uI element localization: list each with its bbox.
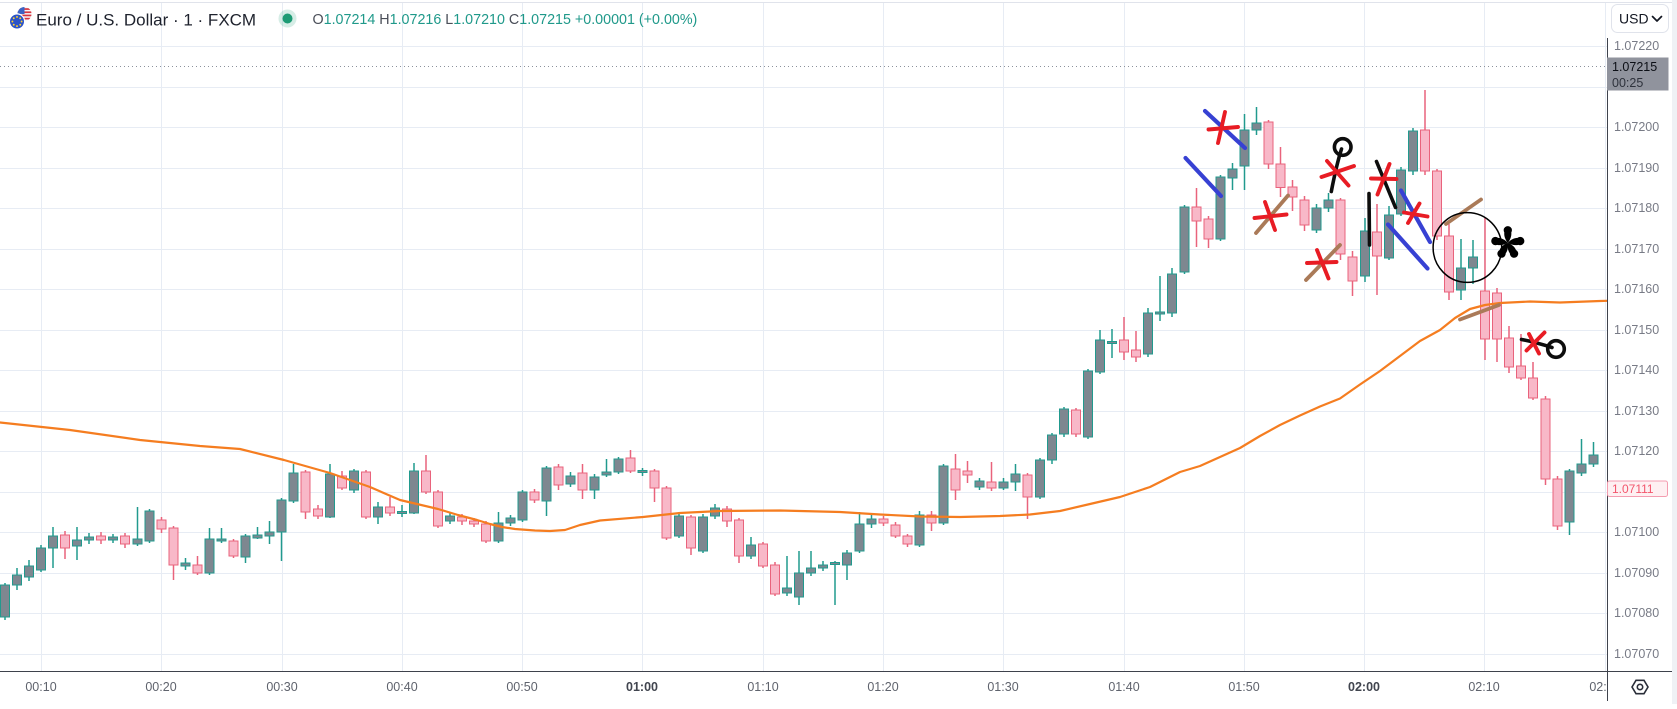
svg-text:00:30: 00:30	[266, 680, 297, 694]
svg-text:01:10: 01:10	[747, 680, 778, 694]
svg-text:01:50: 01:50	[1228, 680, 1259, 694]
svg-text:00:10: 00:10	[25, 680, 56, 694]
svg-text:1.07130: 1.07130	[1614, 404, 1659, 418]
svg-text:1.07150: 1.07150	[1614, 323, 1659, 337]
svg-text:02:20: 02:20	[1589, 680, 1620, 694]
svg-text:1.07190: 1.07190	[1614, 161, 1659, 175]
svg-text:01:30: 01:30	[987, 680, 1018, 694]
svg-text:00:20: 00:20	[145, 680, 176, 694]
svg-text:02:00: 02:00	[1348, 680, 1380, 694]
svg-text:1.07170: 1.07170	[1614, 242, 1659, 256]
svg-text:1.07220: 1.07220	[1614, 39, 1659, 53]
svg-text:1.07160: 1.07160	[1614, 282, 1659, 296]
svg-text:02:10: 02:10	[1468, 680, 1499, 694]
svg-text:1.07070: 1.07070	[1614, 647, 1659, 661]
svg-text:01:00: 01:00	[626, 680, 658, 694]
svg-text:01:40: 01:40	[1108, 680, 1139, 694]
svg-text:1.07120: 1.07120	[1614, 444, 1659, 458]
svg-text:01:20: 01:20	[867, 680, 898, 694]
svg-text:USD: USD	[1619, 11, 1649, 27]
svg-text:1.07080: 1.07080	[1614, 606, 1659, 620]
svg-text:00:40: 00:40	[386, 680, 417, 694]
svg-text:1.07200: 1.07200	[1614, 120, 1659, 134]
svg-text:1.07100: 1.07100	[1614, 525, 1659, 539]
svg-text:1.07215: 1.07215	[1612, 60, 1657, 74]
svg-text:Euro / U.S. Dollar · 1 · FXCM: Euro / U.S. Dollar · 1 · FXCM	[36, 11, 256, 30]
svg-text:1.07140: 1.07140	[1614, 363, 1659, 377]
svg-text:00:50: 00:50	[506, 680, 537, 694]
svg-text:1.07090: 1.07090	[1614, 566, 1659, 580]
svg-text:00:25: 00:25	[1612, 76, 1643, 90]
svg-text:O1.07214 H1.07216 L1.07210 C1.: O1.07214 H1.07216 L1.07210 C1.07215 +0.0…	[313, 12, 698, 28]
svg-text:1.07111: 1.07111	[1612, 482, 1654, 496]
svg-text:1.07180: 1.07180	[1614, 201, 1659, 215]
